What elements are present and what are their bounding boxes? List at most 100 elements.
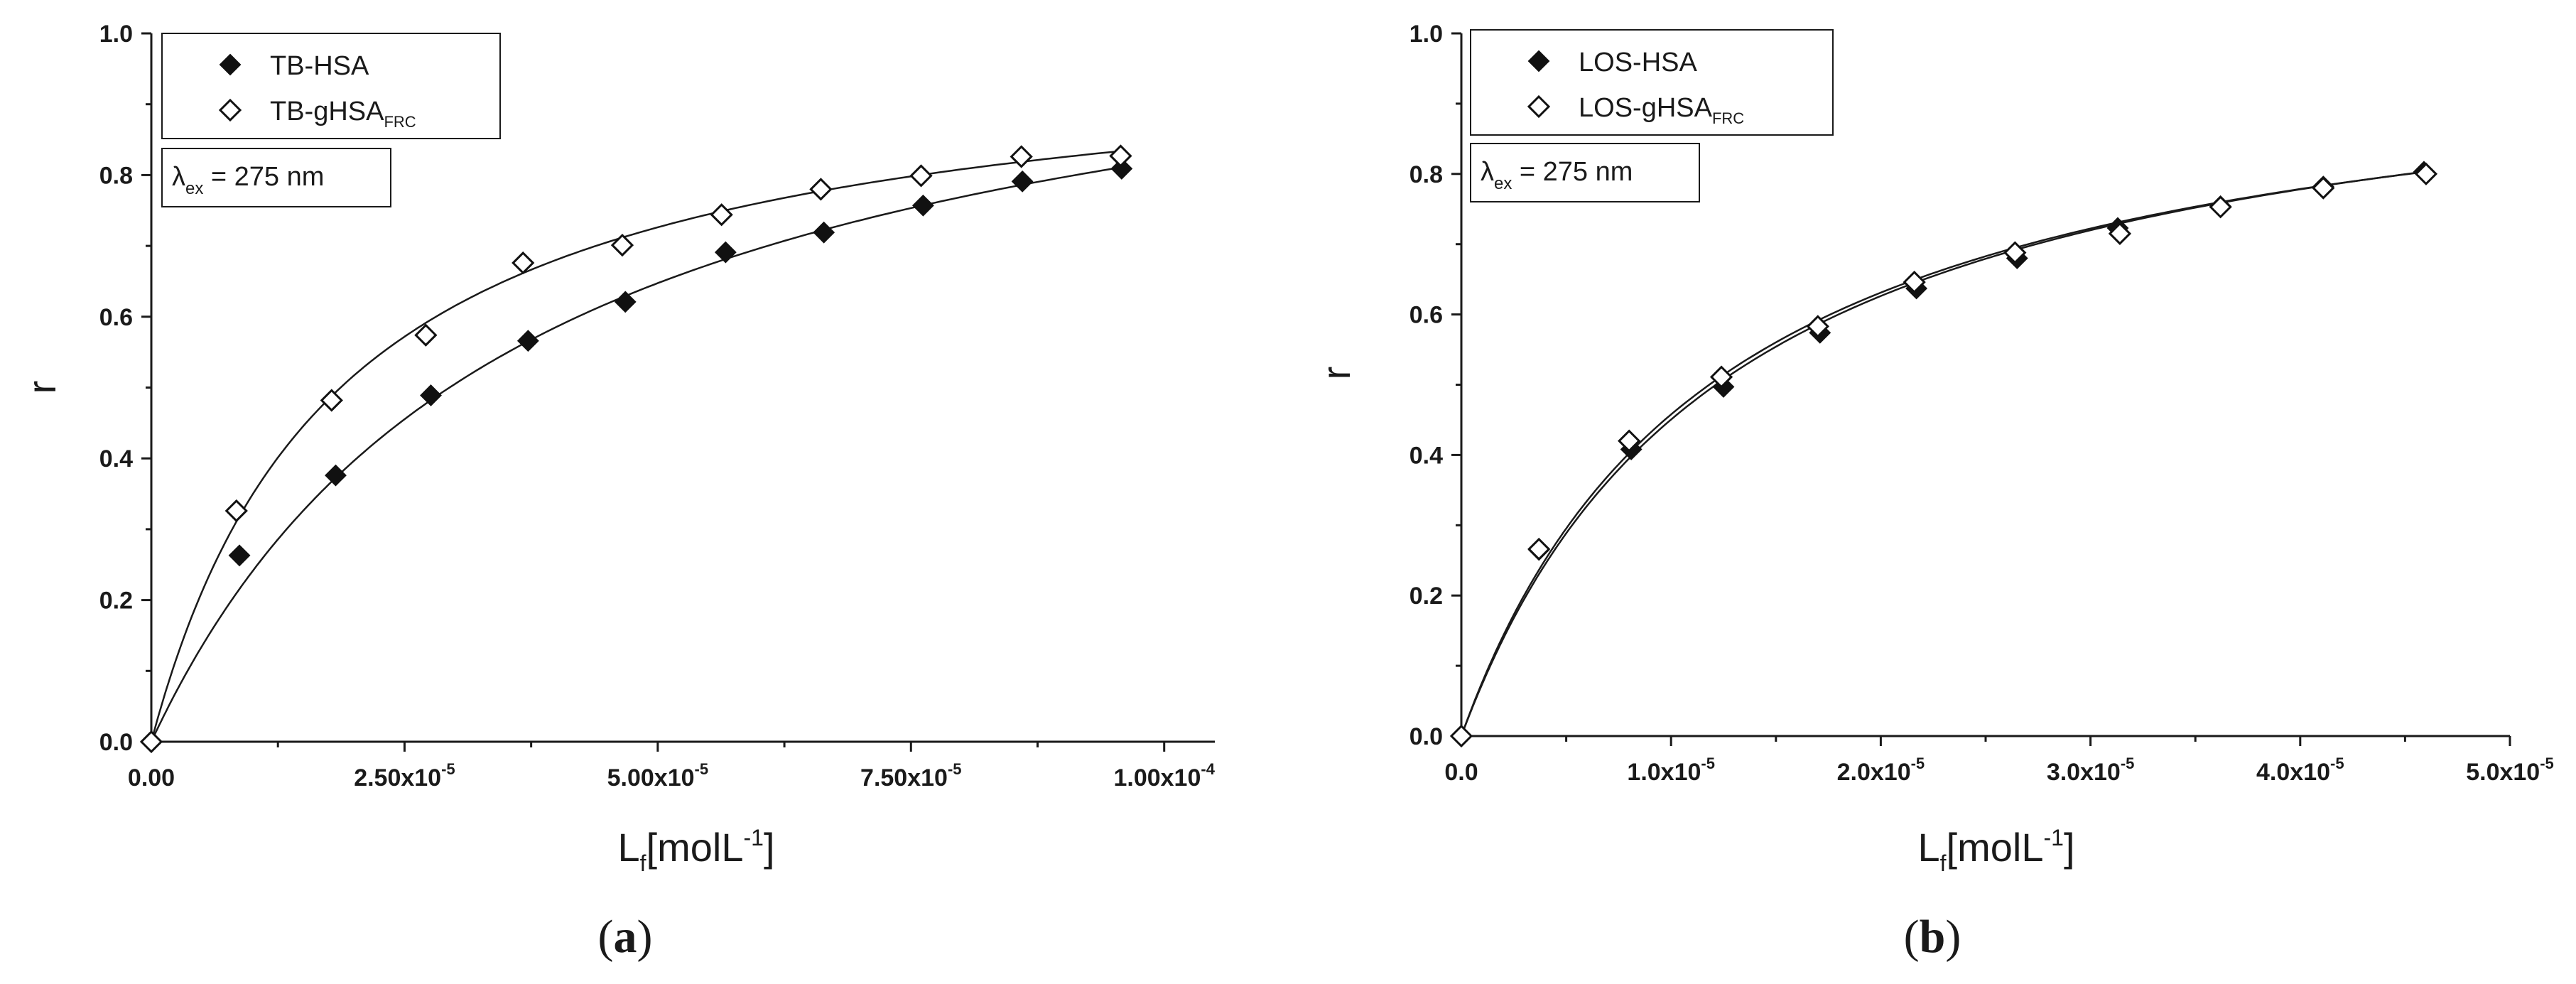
fit-curve-2 — [150, 150, 1121, 742]
panel-label-close: ) — [1945, 911, 1961, 963]
data-point-series-2 — [809, 178, 833, 201]
data-point-series-2 — [2312, 176, 2335, 200]
x-tick-mantissa: 0.0 — [1444, 759, 1478, 786]
data-point-series-2 — [1527, 537, 1551, 561]
data-point-series-1 — [228, 544, 251, 567]
legend-marker-2 — [218, 98, 242, 122]
excitation-symbol: λ — [1481, 157, 1494, 187]
x-tick-exponent: -5 — [441, 760, 455, 778]
x-tick-label: 1.0x10-5 — [1627, 755, 1715, 786]
x-tick-exponent: -5 — [2121, 755, 2135, 772]
chart-panel-b: 0.00.20.40.60.81.00.0 1.0x10-5 2.0x10-5 3.0… — [1314, 21, 2554, 963]
data-point-series-1 — [325, 464, 347, 487]
fit-curve-2 — [1460, 171, 2427, 737]
x-tick-mantissa: 4.0x10 — [2256, 759, 2330, 786]
data-point-series-2 — [1109, 144, 1132, 168]
data-point-series-1 — [1011, 170, 1034, 193]
x-tick-mantissa: 0.00 — [128, 764, 175, 791]
legend-label-main: LOS-gHSA — [1579, 93, 1713, 123]
excitation-box — [1470, 143, 1700, 202]
y-tick-label: 0.4 — [99, 445, 133, 472]
y-tick-label: 1.0 — [1409, 21, 1443, 48]
x-axis-title-sub: f — [1940, 850, 1947, 876]
panel-label: (b) — [1904, 911, 1961, 963]
y-tick-label: 0.6 — [99, 304, 133, 331]
x-tick-exponent: -5 — [1911, 755, 1925, 772]
excitation-box — [161, 148, 391, 207]
data-point-series-2 — [320, 389, 343, 412]
x-tick-label: 1.00x10-4 — [1113, 760, 1215, 791]
data-point-series-2 — [414, 323, 438, 347]
data-point-series-2 — [1806, 315, 1829, 338]
legend-label-sub: FRC — [1712, 109, 1744, 127]
data-point-series-2 — [710, 203, 733, 227]
data-point-series-2 — [1010, 145, 1033, 168]
x-tick-mantissa: 5.00x10 — [607, 764, 695, 791]
legend-box — [1470, 29, 1834, 136]
panel-label-letter: b — [1920, 911, 1946, 963]
x-tick-exponent: -5 — [948, 760, 962, 778]
data-point-series-2 — [224, 499, 248, 523]
panel-label-letter: a — [614, 911, 637, 963]
panel-label-open: ( — [1904, 911, 1920, 963]
excitation-label: λex = 275 nm — [172, 162, 324, 198]
x-tick-mantissa: 7.50x10 — [860, 764, 948, 791]
legend-label-2: TB-gHSAFRC — [270, 97, 416, 131]
x-axis-title: Lf[molL-1] — [618, 825, 775, 876]
data-point-series-1 — [911, 194, 934, 217]
x-tick-exponent: -5 — [1701, 755, 1715, 772]
data-point-series-2 — [1903, 270, 1926, 294]
data-point-series-2 — [1709, 365, 1733, 389]
data-point-series-2 — [1618, 429, 1641, 453]
y-tick-label: 0.4 — [1409, 442, 1443, 469]
x-tick-label: 2.50x10-5 — [354, 760, 455, 791]
x-tick-label: 4.0x10-5 — [2256, 755, 2344, 786]
x-tick-mantissa: 1.00x10 — [1113, 764, 1201, 791]
x-tick-label: 0.00 — [128, 764, 175, 791]
x-tick-label: 3.0x10-5 — [2047, 755, 2135, 786]
data-point-series-2 — [909, 164, 933, 188]
legend-marker-1 — [219, 53, 242, 76]
excitation-value: = 275 nm — [1512, 157, 1633, 187]
data-point-series-1 — [714, 241, 737, 264]
legend-marker-2 — [1527, 94, 1551, 119]
x-tick-exponent: -5 — [695, 760, 709, 778]
y-tick-label: 1.0 — [99, 21, 133, 48]
x-axis-title-close: ] — [764, 825, 775, 870]
data-point-series-1 — [614, 291, 637, 313]
legend-label-main: TB-HSA — [270, 51, 369, 81]
legend-marker-1 — [1527, 50, 1550, 72]
excitation-symbol: λ — [172, 162, 185, 192]
data-point-series-2 — [2209, 195, 2232, 219]
data-point-series-2 — [2414, 162, 2438, 185]
legend-label-1: LOS-HSA — [1579, 48, 1697, 77]
y-tick-label: 0.8 — [1409, 161, 1443, 188]
panel-label: (a) — [598, 911, 653, 963]
x-tick-exponent: -4 — [1201, 760, 1215, 778]
y-tick-label: 0.2 — [1409, 583, 1443, 610]
x-tick-label: 5.00x10-5 — [607, 760, 708, 791]
x-tick-label: 7.50x10-5 — [860, 760, 961, 791]
y-tick-label: 0.2 — [99, 588, 133, 615]
excitation-label: λex = 275 nm — [1481, 157, 1633, 193]
x-tick-mantissa: 1.0x10 — [1627, 759, 1701, 786]
fit-curve-1 — [150, 166, 1122, 742]
legend-label-main: LOS-HSA — [1579, 48, 1697, 77]
x-tick-label: 0.0 — [1444, 759, 1478, 786]
panel-label-close: ) — [637, 911, 653, 963]
x-tick-mantissa: 2.50x10 — [354, 764, 441, 791]
data-point-series-1 — [516, 330, 539, 352]
excitation-sub: ex — [185, 179, 203, 198]
data-point-series-1 — [813, 221, 835, 244]
fit-curve-1 — [1460, 171, 2425, 737]
data-point-series-2 — [610, 233, 634, 257]
x-tick-exponent: -5 — [2540, 755, 2554, 772]
x-axis-title-main: L — [618, 825, 640, 870]
x-axis-title-main: L — [1918, 825, 1940, 870]
x-axis-title: Lf[molL-1] — [1918, 825, 2075, 876]
data-point-series-2 — [2108, 222, 2132, 245]
x-tick-exponent: -5 — [2330, 755, 2344, 772]
data-point-series-1 — [420, 384, 442, 406]
x-axis-title-sup: -1 — [743, 825, 763, 850]
